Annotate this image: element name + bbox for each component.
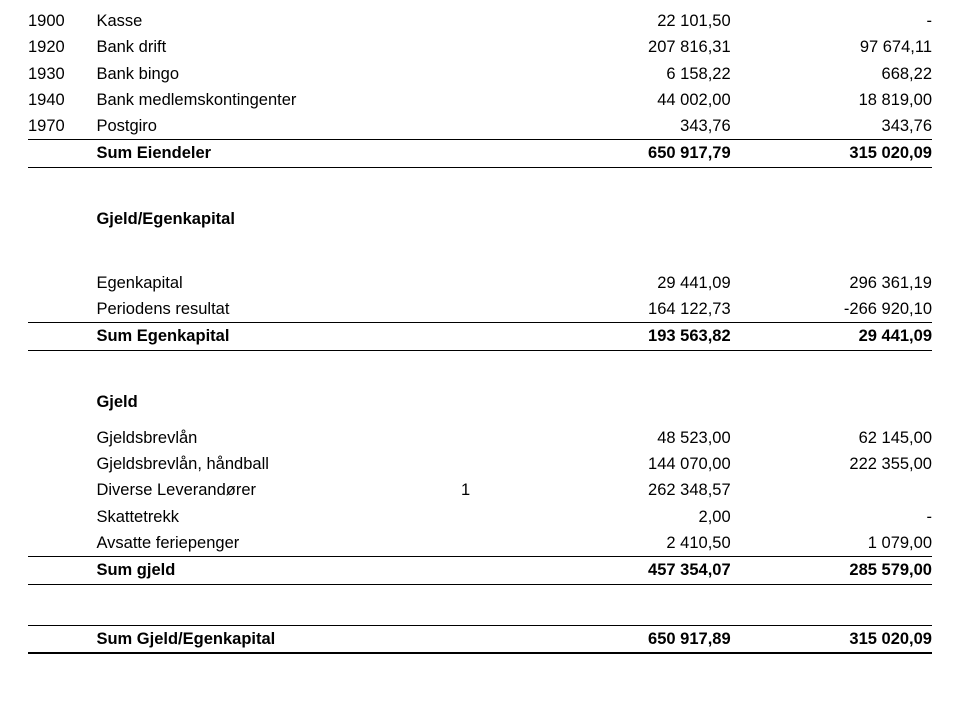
asset-row: 1970 Postgiro 343,76 343,76 — [28, 113, 932, 140]
asset-row: 1920 Bank drift 207 816,31 97 674,11 — [28, 34, 932, 60]
assets-sum-label: Sum Eiendeler — [96, 140, 529, 167]
asset-row: 1900 Kasse 22 101,50 - — [28, 8, 932, 34]
asset-row: 1930 Bank bingo 6 158,22 668,22 — [28, 61, 932, 87]
row-label: Diverse Leverandører — [96, 479, 456, 501]
row-code: 1900 — [28, 8, 96, 34]
egenkapital-row: Periodens resultat 164 122,73 -266 920,1… — [28, 296, 932, 323]
gjeld-row: Skattetrekk 2,00 - — [28, 504, 932, 530]
gjeld-row: Avsatte feriepenger 2 410,50 1 079,00 — [28, 530, 932, 557]
egenkapital-sum-row: Sum Egenkapital 193 563,82 29 441,09 — [28, 323, 932, 350]
row-label: Kasse — [96, 8, 529, 34]
assets-sum-v2: 315 020,09 — [731, 140, 932, 167]
gjeld-row: Diverse Leverandører 1 262 348,57 — [28, 477, 932, 503]
assets-sum-v1: 650 917,79 — [529, 140, 730, 167]
gjeld-row: Gjeldsbrevlån, håndball 144 070,00 222 3… — [28, 451, 932, 477]
assets-sum-row: Sum Eiendeler 650 917,79 315 020,09 — [28, 140, 932, 167]
gjeld-heading: Gjeld — [28, 389, 932, 415]
asset-row: 1940 Bank medlemskontingenter 44 002,00 … — [28, 87, 932, 113]
row-v1: 22 101,50 — [529, 8, 730, 34]
row-v2: - — [731, 8, 932, 34]
gjeld-egenkapital-heading: Gjeld/Egenkapital — [28, 206, 932, 232]
gjeld-row: Gjeldsbrevlån 48 523,00 62 145,00 — [28, 425, 932, 451]
total-row: Sum Gjeld/Egenkapital 650 917,89 315 020… — [28, 625, 932, 653]
row-note: 1 — [461, 481, 470, 499]
gjeld-sum-row: Sum gjeld 457 354,07 285 579,00 — [28, 557, 932, 584]
egenkapital-row: Egenkapital 29 441,09 296 361,19 — [28, 270, 932, 296]
